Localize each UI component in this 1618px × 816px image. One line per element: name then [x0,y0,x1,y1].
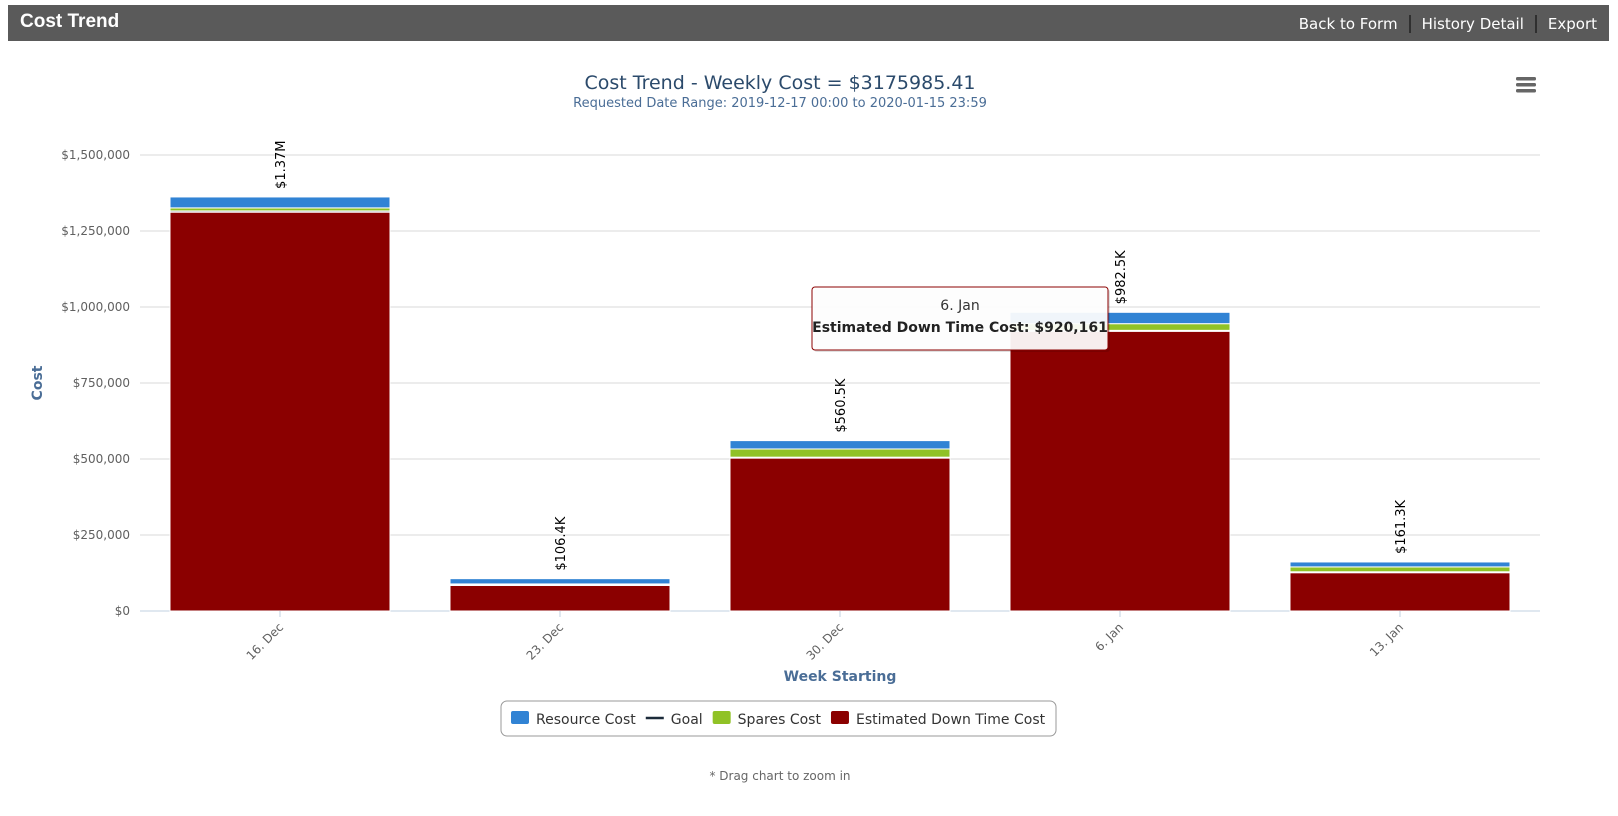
stack-total-label: $560.5K [834,378,849,432]
tooltip-box [811,286,1109,351]
bar-segment[interactable] [1289,566,1511,573]
page-title: Cost Trend [20,11,120,32]
tooltip-category: 6. Jan [940,298,979,314]
legend-item[interactable]: Goal [671,712,703,728]
x-tick-label: 6. Jan [1092,620,1126,654]
history-detail-link[interactable]: History Detail [1408,15,1535,33]
header-nav: Back to Form History Detail Export [1288,15,1597,33]
bar-segment[interactable] [1009,330,1231,612]
legend-square-symbol [830,711,849,724]
bar-segment[interactable] [1289,572,1511,612]
y-tick-label: $1,500,000 [61,148,130,162]
stack-total-label: $106.4K [554,516,569,570]
y-tick-label: $1,000,000 [61,300,130,314]
stack-total-label: $1.37M [274,141,289,189]
hamburger-menu-icon[interactable] [1516,77,1536,93]
bar-segment[interactable] [729,448,951,458]
legend-square-symbol [712,711,731,724]
chart-subtitle: Requested Date Range: 2019-12-17 00:00 t… [573,96,987,111]
back-to-form-link[interactable]: Back to Form [1298,15,1398,33]
bar-segment[interactable] [169,196,391,209]
bar-segment[interactable] [449,578,671,585]
y-tick-label: $250,000 [73,528,130,542]
stack-total-label: $161.3K [1394,499,1409,553]
bar-segment[interactable] [1289,561,1511,568]
footnote: * Drag chart to zoom in [709,769,850,783]
export-link[interactable]: Export [1534,15,1597,33]
header-bar: Cost Trend Back to Form History Detail E… [8,5,1609,41]
x-tick-label: 13. Jan [1367,620,1406,659]
y-tick-label: $500,000 [73,452,130,466]
bar-segment[interactable] [729,457,951,612]
legend-item[interactable]: Spares Cost [738,712,822,728]
y-axis-label: Cost [30,365,46,400]
bar-segment[interactable] [729,440,951,450]
legend-square-symbol [511,711,529,724]
legend-item[interactable]: Resource Cost [536,712,636,728]
stack-total-label: $982.5K [1114,250,1129,304]
tooltip-value: Estimated Down Time Cost: $920,161 [812,320,1108,336]
x-axis-label: Week Starting [784,669,897,685]
y-tick-label: $1,250,000 [61,224,130,238]
chart-title: Cost Trend - Weekly Cost = $3175985.41 [585,72,976,94]
x-tick-label: 23. Dec [524,620,567,663]
bar-segment[interactable] [449,584,671,612]
legend-item[interactable]: Estimated Down Time Cost [856,712,1046,728]
x-tick-label: 16. Dec [244,620,287,663]
y-tick-label: $0 [115,604,130,618]
bar-segment[interactable] [169,211,391,612]
legend-box [500,700,1057,737]
x-tick-label: 30. Dec [804,620,847,663]
y-tick-label: $750,000 [73,376,130,390]
